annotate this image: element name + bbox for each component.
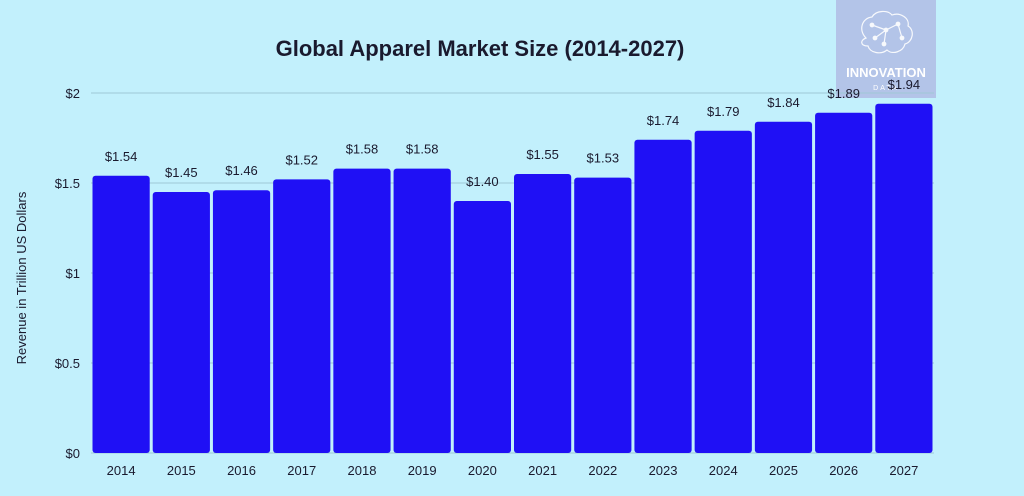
bar-value-label: $1.79: [707, 104, 740, 119]
bar: [694, 130, 752, 454]
x-tick-label: 2022: [588, 463, 617, 478]
bar: [634, 139, 692, 454]
y-tick-label: $1.5: [55, 176, 80, 191]
bar: [754, 121, 813, 454]
chart-title: Global Apparel Market Size (2014-2027): [276, 36, 685, 61]
x-tick-label: 2019: [408, 463, 437, 478]
bar-value-label: $1.52: [285, 152, 318, 167]
bars: [92, 103, 933, 454]
y-tick-label: $0.5: [55, 356, 80, 371]
bar-value-label: $1.54: [105, 149, 138, 164]
bar-value-label: $1.58: [346, 142, 379, 157]
x-tick-label: 2014: [107, 463, 136, 478]
x-tick-label: 2026: [829, 463, 858, 478]
brain-icon: [861, 10, 913, 54]
x-axis-ticks: 2014 2015 2016 2017 2018 2019 2020 2021 2022 2023…: [107, 463, 919, 478]
bar-value-label: $1.45: [165, 165, 198, 180]
x-tick-label: 2021: [528, 463, 557, 478]
bar: [574, 177, 632, 453]
bar-value-label: $1.84: [767, 95, 800, 110]
bar: [212, 190, 271, 453]
x-tick-label: 2016: [227, 463, 256, 478]
y-tick-label: $1: [66, 266, 80, 281]
bar: [92, 175, 150, 454]
bar: [875, 103, 933, 454]
logo: INNOVATION DATA: [836, 0, 936, 98]
y-axis-ticks: $0 $0.5 $1 $1.5 $2: [55, 86, 80, 461]
x-tick-label: 2018: [348, 463, 377, 478]
bar-value-label: $1.55: [526, 147, 559, 162]
logo-background: [836, 0, 936, 98]
x-tick-label: 2023: [649, 463, 678, 478]
bar: [152, 192, 210, 453]
y-axis-label: Revenue in Trillion US Dollars: [14, 191, 29, 364]
y-tick-label: $0: [66, 446, 80, 461]
bar-value-label: $1.40: [466, 174, 499, 189]
bar-value-label: $1.46: [225, 163, 258, 178]
x-tick-label: 2017: [287, 463, 316, 478]
x-tick-label: 2025: [769, 463, 798, 478]
bar: [453, 201, 511, 453]
bar: [273, 179, 331, 453]
bar-value-label: $1.74: [647, 113, 680, 128]
logo-text-top: INNOVATION: [846, 65, 926, 80]
bar-value-label: $1.58: [406, 142, 439, 157]
logo-text-bottom: DATA: [873, 85, 899, 92]
x-tick-label: 2020: [468, 463, 497, 478]
bar: [333, 168, 391, 453]
bar-value-label: $1.94: [888, 77, 921, 92]
bar-value-label: $1.89: [827, 86, 860, 101]
x-tick-label: 2024: [709, 463, 738, 478]
bar-value-label: $1.53: [587, 151, 620, 166]
bar: [393, 168, 451, 453]
bar: [815, 112, 873, 454]
bar: [514, 174, 572, 453]
y-tick-label: $2: [66, 86, 80, 101]
x-tick-label: 2027: [889, 463, 918, 478]
bar-value-labels: $1.54 $1.45 $1.46 $1.52 $1.58 $1.58 $1.40 $1.55…: [105, 77, 920, 189]
x-tick-label: 2015: [167, 463, 196, 478]
